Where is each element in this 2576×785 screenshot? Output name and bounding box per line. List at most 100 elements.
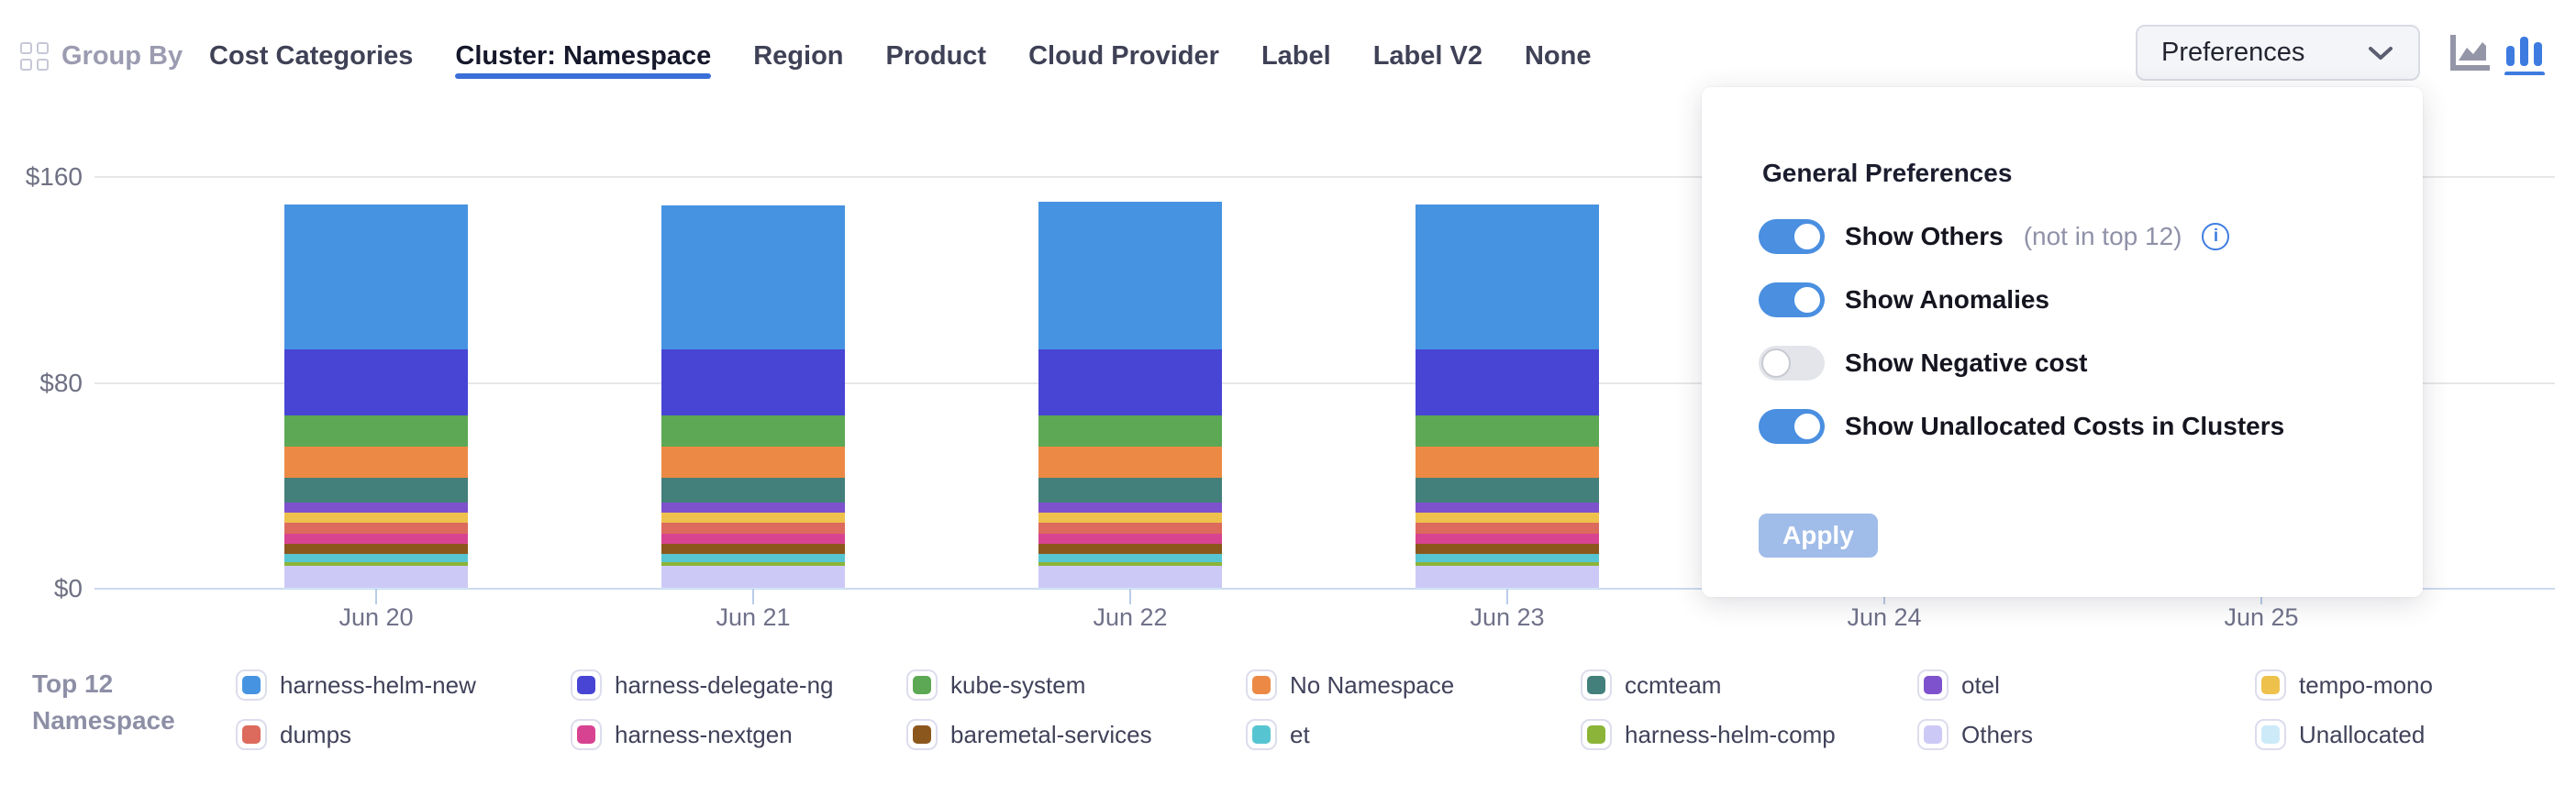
- y-axis-label-0: $0: [53, 574, 83, 603]
- chevron-down-icon: [2369, 46, 2393, 60]
- gridline-0: [94, 588, 2555, 590]
- bar-segment-unallocated: [1416, 587, 1599, 589]
- legend-item-tempo-mono[interactable]: tempo-mono: [2255, 669, 2433, 701]
- legend-item-no-namespace[interactable]: No Namespace: [1246, 669, 1454, 701]
- legend-item-harness-helm-comp[interactable]: harness-helm-comp: [1581, 719, 1836, 750]
- legend-item-otel[interactable]: otel: [1917, 669, 2000, 701]
- legend-swatch-harness-delegate-ng: [571, 669, 602, 701]
- group-by-grid-icon: [20, 41, 49, 71]
- legend-item-unallocated[interactable]: Unallocated: [2255, 719, 2425, 750]
- legend-swatch-otel: [1917, 669, 1949, 701]
- toggle-show-negative-cost[interactable]: [1759, 346, 1825, 381]
- legend-item-ccmteam[interactable]: ccmteam: [1581, 669, 1721, 701]
- bar-segment-baremetal-services: [1416, 544, 1599, 554]
- bar-segment-no-namespace: [284, 447, 468, 479]
- legend-item-et[interactable]: et: [1246, 719, 1310, 750]
- tab-product[interactable]: Product: [885, 40, 987, 71]
- legend-item-baremetal-services[interactable]: baremetal-services: [906, 719, 1152, 750]
- legend-item-harness-delegate-ng[interactable]: harness-delegate-ng: [571, 669, 834, 701]
- toggle-label: Show Unallocated Costs in Clusters: [1845, 412, 2285, 440]
- bar-segment-otel: [1416, 502, 1599, 514]
- bar-segment-kube-system: [661, 415, 845, 448]
- y-axis-label-80: $80: [39, 368, 83, 397]
- bar-segment-harness-nextgen: [1038, 534, 1222, 545]
- group-by-label-block: Group By: [20, 33, 183, 79]
- preference-row-show-negative-cost: Show Negative cost: [1759, 343, 2088, 383]
- bar-segment-et: [1416, 553, 1599, 562]
- x-axis-tick-jun-23: [1506, 589, 1508, 604]
- preference-row-show-anomalies: Show Anomalies: [1759, 280, 2049, 320]
- y-axis-label-160: $160: [25, 162, 83, 191]
- tab-cluster-namespace[interactable]: Cluster: Namespace: [455, 33, 711, 79]
- tab-region[interactable]: Region: [753, 40, 844, 71]
- preferences-panel: General Preferences Show Others (not in t…: [1702, 87, 2423, 597]
- x-axis-label-jun-25: Jun 25: [2224, 603, 2299, 631]
- bar-segment-ccmteam: [284, 478, 468, 503]
- bar-segment-others: [284, 565, 468, 588]
- bar-segment-ccmteam: [1416, 478, 1599, 503]
- toggle-show-anomalies[interactable]: [1759, 282, 1825, 317]
- bar-segment-unallocated: [284, 587, 468, 589]
- legend-swatch-harness-nextgen: [571, 719, 602, 750]
- legend-swatch-ccmteam: [1581, 669, 1612, 701]
- bar-segment-others: [1038, 565, 1222, 588]
- area-chart-type-icon[interactable]: [2448, 33, 2493, 75]
- bar-chart-type-icon[interactable]: [2504, 33, 2550, 76]
- x-axis-tick-jun-20: [375, 589, 377, 604]
- legend-label-baremetal-services: baremetal-services: [950, 720, 1152, 748]
- toggle-knob: [1793, 285, 1822, 315]
- preferences-dropdown-button[interactable]: Preferences: [2136, 25, 2420, 81]
- bar-segment-unallocated: [661, 587, 845, 589]
- tab-label-v2[interactable]: Label V2: [1372, 40, 1482, 71]
- legend-item-others[interactable]: Others: [1917, 719, 2033, 750]
- bar-segment-tempo-mono: [661, 513, 845, 524]
- group-by-toolbar: Group By Cost Categories Cluster: Namespa…: [0, 0, 2576, 101]
- toggle-label: Show Others: [1845, 222, 2004, 250]
- legend-item-kube-system[interactable]: kube-system: [906, 669, 1085, 701]
- bar-segment-harness-delegate-ng: [284, 349, 468, 415]
- x-axis-tick-jun-21: [752, 589, 754, 604]
- toggle-show-unallocated-costs-in-clusters[interactable]: [1759, 409, 1825, 444]
- legend-item-harness-helm-new[interactable]: harness-helm-new: [236, 669, 476, 701]
- legend-label-tempo-mono: tempo-mono: [2299, 670, 2433, 699]
- bar-segment-no-namespace: [1038, 447, 1222, 479]
- bar-segment-tempo-mono: [1038, 513, 1222, 524]
- bar-segment-harness-helm-new: [661, 205, 845, 349]
- legend-item-dumps[interactable]: dumps: [236, 719, 351, 750]
- legend-item-harness-nextgen[interactable]: harness-nextgen: [571, 719, 793, 750]
- legend-swatch-kube-system: [906, 669, 938, 701]
- apply-button[interactable]: Apply: [1759, 514, 1878, 558]
- tab-cost-categories[interactable]: Cost Categories: [209, 40, 414, 71]
- gridline-160: [94, 176, 2555, 178]
- bar-segment-harness-helm-new: [284, 204, 468, 349]
- bar-segment-baremetal-services: [661, 544, 845, 554]
- legend-label-ccmteam: ccmteam: [1625, 670, 1722, 699]
- x-axis-label-jun-22: Jun 22: [1093, 603, 1168, 631]
- toggle-knob: [1793, 222, 1822, 251]
- info-icon[interactable]: i: [2202, 223, 2230, 250]
- x-axis-label-jun-20: Jun 20: [339, 603, 414, 631]
- preferences-button-label: Preferences: [2161, 38, 2305, 67]
- toggle-label: Show Negative cost: [1845, 348, 2088, 377]
- bar-segment-no-namespace: [661, 447, 845, 479]
- legend-title: Top 12 Namespace: [32, 669, 175, 735]
- tab-cloud-provider[interactable]: Cloud Provider: [1028, 40, 1219, 71]
- bar-segment-et: [661, 553, 845, 562]
- toggle-show-others[interactable]: [1759, 219, 1825, 254]
- bar-segment-tempo-mono: [1416, 513, 1599, 524]
- legend-swatch-no-namespace: [1246, 669, 1277, 701]
- bar-segment-et: [284, 553, 468, 562]
- tab-label[interactable]: Label: [1260, 40, 1331, 71]
- preference-row-show-others: Show Others (not in top 12) i: [1759, 216, 2230, 257]
- toggle-knob: [1793, 412, 1822, 441]
- legend-label-no-namespace: No Namespace: [1290, 670, 1455, 699]
- group-by-tabs: Cost Categories Cluster: Namespace Region P…: [209, 33, 1591, 79]
- bar-segment-harness-helm-new: [1416, 204, 1599, 349]
- bar-segment-no-namespace: [1416, 447, 1599, 479]
- legend-label-others: Others: [1961, 720, 2034, 748]
- legend-label-et: et: [1290, 720, 1310, 748]
- bar-segment-kube-system: [1038, 415, 1222, 448]
- bar-segment-baremetal-services: [284, 544, 468, 554]
- tab-none[interactable]: None: [1524, 40, 1592, 71]
- bar-segment-harness-helm-comp: [661, 561, 845, 566]
